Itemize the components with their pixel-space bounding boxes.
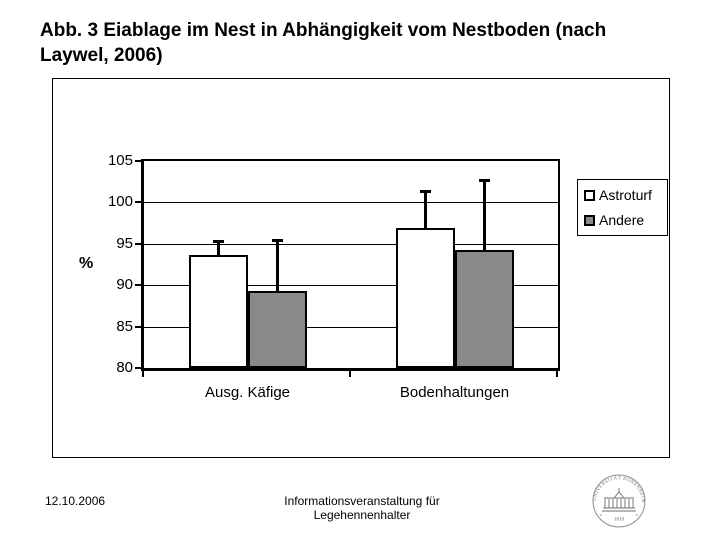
error-bar-Ausg. Käfige-Astroturf	[216, 241, 220, 255]
university-seal: UNIVERSITÄT HOHENHEIM 1818	[592, 474, 646, 528]
y-tick-label-100: 100	[107, 193, 133, 211]
legend-swatch-Andere	[584, 214, 595, 226]
gridline-85	[144, 326, 558, 328]
gridline-100	[144, 202, 558, 204]
y-axis-title: %	[79, 255, 94, 272]
bar-Bodenhaltungen-Astroturf	[395, 228, 455, 368]
error-cap-Bodenhaltungen-Andere	[478, 179, 490, 183]
error-bar-Bodenhaltungen-Astroturf	[423, 190, 427, 229]
y-tick-mark-100	[135, 201, 142, 204]
legend-swatch-Astroturf	[584, 189, 595, 201]
x-category-label-Ausg. Käfige: Ausg. Käfige	[204, 384, 291, 401]
error-bar-Ausg. Käfige-Andere	[275, 239, 279, 291]
y-tick-label-105: 105	[107, 152, 133, 169]
legend-label-Andere: Andere	[599, 212, 645, 228]
y-tick-mark-85	[135, 325, 142, 328]
error-cap-Ausg. Käfige-Astroturf	[212, 240, 224, 244]
gridline-95	[144, 243, 558, 245]
y-tick-label-95: 95	[116, 234, 133, 252]
error-cap-Bodenhaltungen-Astroturf	[419, 189, 431, 193]
x-tick-mark-1	[349, 371, 351, 377]
legend-label-Astroturf: Astroturf	[599, 187, 652, 203]
error-bar-Bodenhaltungen-Andere	[482, 180, 486, 250]
legend-item-Astroturf: Astroturf	[584, 187, 667, 203]
x-tick-mark-2	[556, 371, 558, 377]
x-category-label-Bodenhaltungen: Bodenhaltungen	[399, 384, 510, 401]
y-tick-mark-80	[135, 367, 142, 369]
y-tick-label-80: 80	[116, 359, 133, 376]
y-tick-mark-105	[135, 160, 142, 162]
slide-title: Abb. 3 Eiablage im Nest in Abhängigkeit …	[40, 20, 607, 66]
x-tick-mark-0	[142, 371, 144, 377]
bar-Ausg. Käfige-Astroturf	[188, 254, 248, 368]
legend: Astroturf Andere	[577, 179, 668, 236]
error-cap-Ausg. Käfige-Andere	[271, 238, 283, 242]
y-tick-mark-95	[135, 242, 142, 245]
seal-building-icon	[602, 488, 636, 512]
y-tick-label-85: 85	[116, 317, 133, 335]
legend-item-Andere: Andere	[584, 212, 667, 228]
plot-area	[141, 159, 560, 371]
y-tick-mark-90	[135, 284, 142, 287]
y-tick-label-90: 90	[116, 276, 133, 294]
footer-event: Informationsveranstaltung für Legehennen…	[284, 494, 440, 522]
gridline-90	[144, 285, 558, 287]
bar-Ausg. Käfige-Andere	[247, 290, 307, 368]
chart-frame: % 80 85 90 95 100 105 Ausg. Käfige Bodenhaltung…	[52, 78, 670, 458]
seal-year: 1818	[614, 518, 625, 523]
bar-Bodenhaltungen-Andere	[454, 249, 514, 368]
footer-date: 12.10.2006	[45, 494, 106, 508]
